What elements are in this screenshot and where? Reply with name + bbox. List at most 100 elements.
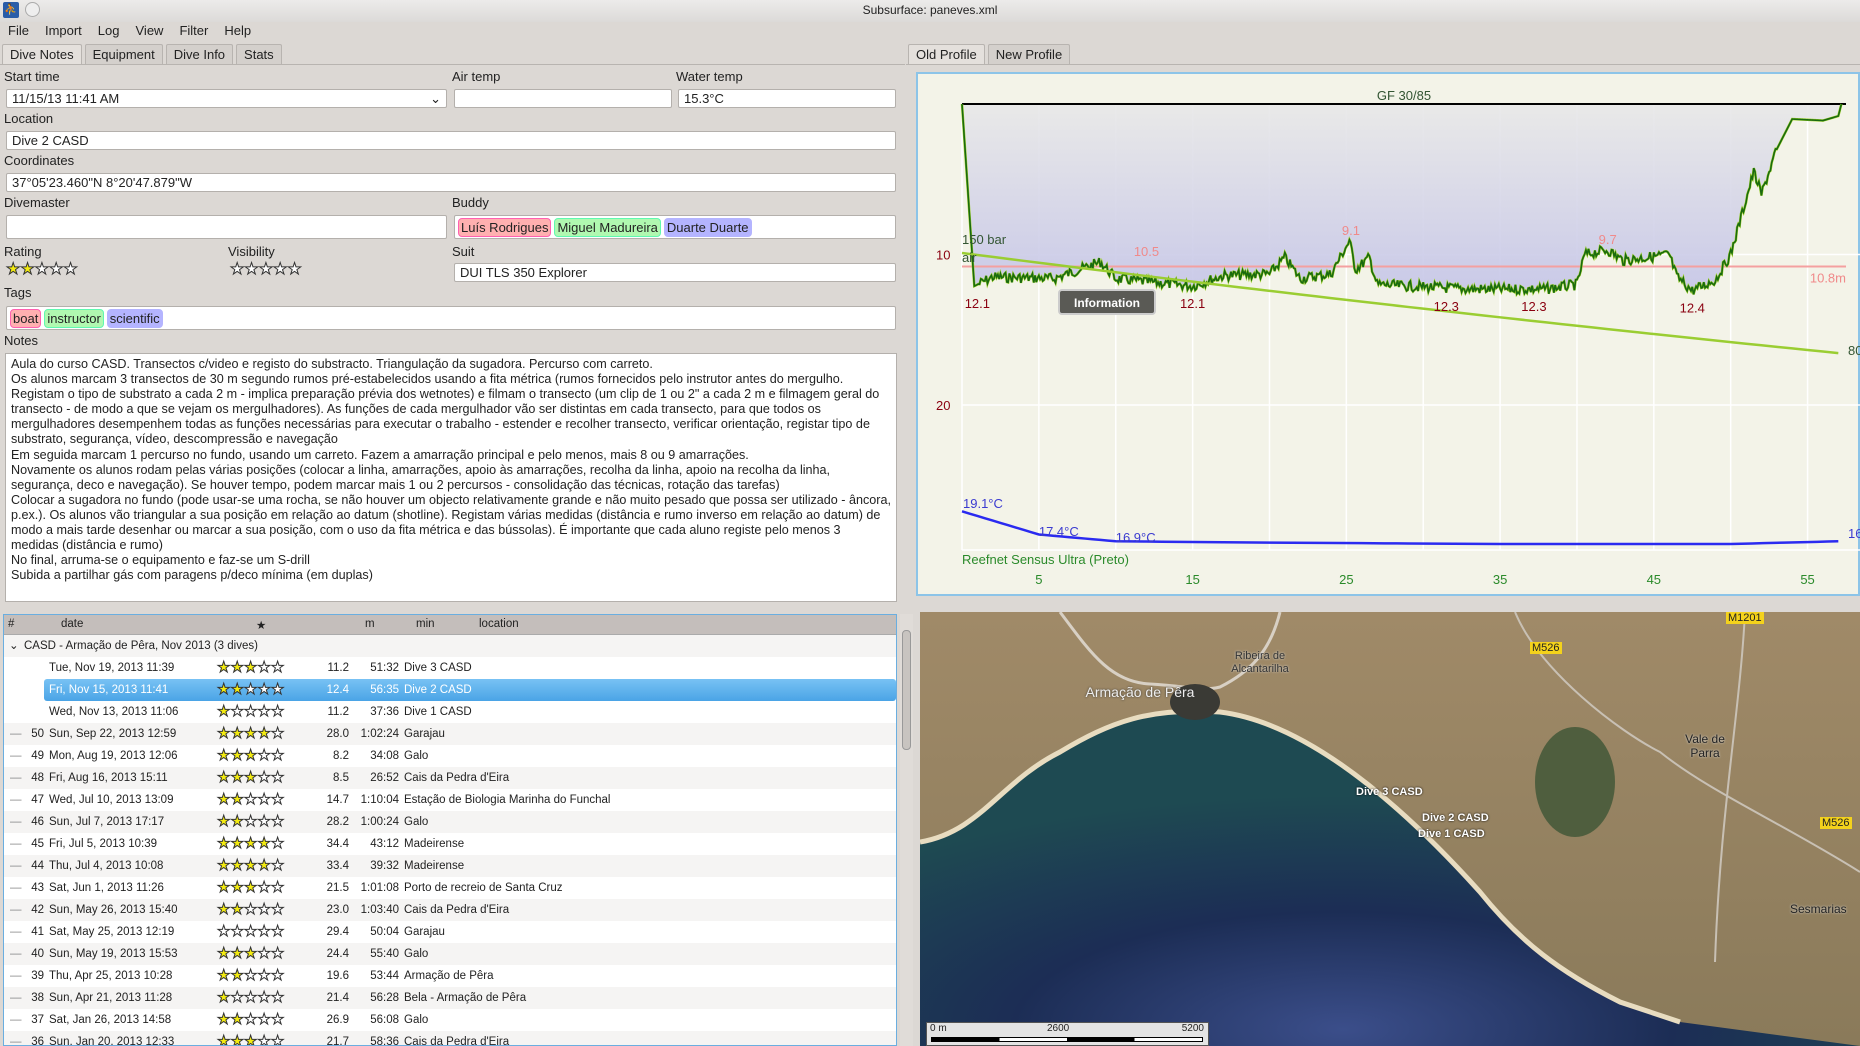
dive-row[interactable]: Fri, Nov 15, 2013 11:41 ★ ★ ★ ★ ★ 12.4 56:35… xyxy=(44,679,896,701)
dive-rating: ★ ★ ★ ★ ★ xyxy=(216,659,284,676)
dive-number: 42 xyxy=(31,904,44,916)
map-dive-marker[interactable]: Dive 1 CASD xyxy=(1418,828,1485,840)
visibility-stars[interactable]: ★★★★★ xyxy=(229,261,302,278)
dive-row[interactable]: Wed, Nov 13, 2013 11:06 ★ ★ ★ ★ ★ 11.2 37:36… xyxy=(4,701,896,723)
profile-svg: 10 20 10.8m GF 30/85 150 bar air 80 19.1°C 17.4°… xyxy=(936,88,1860,587)
menu-log[interactable]: Log xyxy=(97,23,120,38)
tags-field[interactable]: boat instructor scientific xyxy=(6,306,896,330)
menu-file[interactable]: File xyxy=(8,23,29,38)
column-number[interactable]: # xyxy=(8,618,15,630)
air-temp-field[interactable] xyxy=(454,89,672,108)
notes-label: Notes xyxy=(4,333,38,348)
tag-chip[interactable]: boat xyxy=(10,309,42,328)
column-location[interactable]: location xyxy=(479,618,519,630)
star-icon: ★ xyxy=(257,681,271,698)
menu-help[interactable]: Help xyxy=(224,23,252,38)
dive-list-header: # date ★ m min location xyxy=(4,615,896,635)
window-menu-button[interactable] xyxy=(25,2,40,17)
star-icon: ★ xyxy=(270,945,285,962)
map-dive-marker[interactable]: Dive 2 CASD xyxy=(1422,812,1489,824)
dive-date: Fri, Nov 15, 2013 11:41 xyxy=(49,684,169,696)
dive-location: Dive 2 CASD xyxy=(404,684,472,696)
device-label: Reefnet Sensus Ultra (Preto) xyxy=(962,552,1129,567)
dive-row[interactable]: — 42 Sun, May 26, 2013 15:40 ★ ★ ★ ★ ★ 23.0 … xyxy=(4,899,896,921)
dive-row[interactable]: — 39 Thu, Apr 25, 2013 10:28 ★ ★ ★ ★ ★ 19.6 … xyxy=(4,965,896,987)
chevron-down-icon[interactable]: ⌄ xyxy=(430,91,441,106)
star-icon: ★ xyxy=(270,835,285,852)
dive-row[interactable]: — 36 Sun, Jan 20, 2013 12:33 ★ ★ ★ ★ ★ 21.7 … xyxy=(4,1031,896,1045)
tag-chip[interactable]: instructor xyxy=(44,309,104,328)
star-icon: ★ xyxy=(243,747,258,764)
tab-old-profile[interactable]: Old Profile xyxy=(908,44,985,65)
tab-dive-info[interactable]: Dive Info xyxy=(165,44,234,65)
tab-stats[interactable]: Stats xyxy=(236,44,282,65)
buddy-chip[interactable]: Miguel Madureira xyxy=(554,218,661,237)
water-temp-field[interactable]: 15.3°C xyxy=(678,89,896,108)
dive-row[interactable]: — 45 Fri, Jul 5, 2013 10:39 ★ ★ ★ ★ ★ 34.4 4… xyxy=(4,833,896,855)
suit-field[interactable]: DUI TLS 350 Explorer xyxy=(454,263,896,282)
dive-row[interactable]: — 46 Sun, Jul 7, 2013 17:17 ★ ★ ★ ★ ★ 28.2 1… xyxy=(4,811,896,833)
column-duration[interactable]: min xyxy=(416,618,435,630)
dive-row[interactable]: — 49 Mon, Aug 19, 2013 12:06 ★ ★ ★ ★ ★ 8.2 3… xyxy=(4,745,896,767)
dive-map[interactable]: Armação de Pêra Ribeira de Alcantarilha … xyxy=(920,612,1860,1046)
dive-row[interactable]: — 44 Thu, Jul 4, 2013 10:08 ★ ★ ★ ★ ★ 33.4 3… xyxy=(4,855,896,877)
dive-duration: 1:10:04 xyxy=(360,794,399,806)
dive-row[interactable]: — 50 Sun, Sep 22, 2013 12:59 ★ ★ ★ ★ ★ 28.0 … xyxy=(4,723,896,745)
map-place-ribeira: Ribeira de Alcantarilha xyxy=(1231,650,1289,675)
star-icon: ★ xyxy=(230,857,244,874)
map-dive-marker[interactable]: Dive 3 CASD xyxy=(1356,786,1423,798)
tab-dive-notes[interactable]: Dive Notes xyxy=(2,44,82,65)
menu-filter[interactable]: Filter xyxy=(179,23,209,38)
dive-row[interactable]: Tue, Nov 19, 2013 11:39 ★ ★ ★ ★ ★ 11.2 51:32… xyxy=(4,657,896,679)
buddy-chip[interactable]: Luís Rodrigues xyxy=(458,218,552,237)
dive-depth: 28.0 xyxy=(326,728,349,740)
dive-row[interactable]: — 37 Sat, Jan 26, 2013 14:58 ★ ★ ★ ★ ★ 26.9 … xyxy=(4,1009,896,1031)
dive-number: 47 xyxy=(31,794,44,806)
menu-bar: File Import Log View Filter Help xyxy=(0,21,259,41)
dive-number: 48 xyxy=(31,772,44,784)
coordinates-field[interactable]: 37°05'23.460"N 8°20'47.879"W xyxy=(6,173,896,192)
dive-duration: 37:36 xyxy=(370,706,399,718)
notes-textarea[interactable]: Aula do curso CASD. Transectos c/video e… xyxy=(5,353,897,602)
menu-import[interactable]: Import xyxy=(44,23,82,38)
star-icon: ★ xyxy=(230,681,244,698)
dive-depth: 33.4 xyxy=(326,860,349,872)
temperature-label: 19.1°C xyxy=(963,496,1003,511)
star-icon: ★ xyxy=(216,857,231,874)
information-button-label[interactable]: Information xyxy=(1074,296,1140,310)
dive-row[interactable]: — 40 Sun, May 19, 2013 15:53 ★ ★ ★ ★ ★ 24.4 … xyxy=(4,943,896,965)
column-depth[interactable]: m xyxy=(365,618,375,630)
information-button[interactable]: Information xyxy=(1058,289,1156,315)
tree-branch: — xyxy=(10,838,22,850)
buddy-field[interactable]: Luís Rodrigues Miguel Madureira Duarte Dua… xyxy=(454,215,896,239)
dive-row[interactable]: — 43 Sat, Jun 1, 2013 11:26 ★ ★ ★ ★ ★ 21.5 1… xyxy=(4,877,896,899)
dive-row[interactable]: — 48 Fri, Aug 16, 2013 15:11 ★ ★ ★ ★ ★ 8.5 2… xyxy=(4,767,896,789)
buddy-chip[interactable]: Duarte Duarte xyxy=(663,218,752,237)
tab-equipment[interactable]: Equipment xyxy=(84,44,163,65)
tag-chip[interactable]: scientific xyxy=(106,309,163,328)
collapse-icon[interactable]: ⌄ xyxy=(9,640,19,652)
dive-row[interactable]: — 47 Wed, Jul 10, 2013 13:09 ★ ★ ★ ★ ★ 14.7 … xyxy=(4,789,896,811)
menu-view[interactable]: View xyxy=(135,23,164,38)
dive-list-scrollbar[interactable] xyxy=(900,614,913,1046)
column-date[interactable]: date xyxy=(61,618,84,630)
divemaster-field[interactable] xyxy=(6,215,447,239)
information-button-bg[interactable] xyxy=(1058,289,1156,315)
start-time-field[interactable]: 11/15/13 11:41 AM ⌄ xyxy=(6,89,447,108)
star-icon: ★ xyxy=(273,261,288,278)
dive-duration: 55:40 xyxy=(370,948,399,960)
dive-row[interactable]: — 41 Sat, May 25, 2013 12:19 ★ ★ ★ ★ ★ 29.4 … xyxy=(4,921,896,943)
star-icon: ★ xyxy=(230,879,244,896)
tab-new-profile[interactable]: New Profile xyxy=(987,44,1071,65)
dive-row[interactable]: — 38 Sun, Apr 21, 2013 11:28 ★ ★ ★ ★ ★ 21.4 … xyxy=(4,987,896,1009)
star-icon: ★ xyxy=(216,725,231,742)
location-field[interactable]: Dive 2 CASD xyxy=(6,131,896,150)
rating-stars[interactable]: ★★★★★ xyxy=(5,261,78,278)
dive-group-row[interactable]: ⌄ CASD - Armação de Pêra, Nov 2013 (3 div… xyxy=(4,635,896,657)
scrollbar-thumb[interactable] xyxy=(902,630,911,750)
star-icon: ★ xyxy=(270,747,285,764)
column-rating[interactable]: ★ xyxy=(256,620,267,632)
tree-branch: — xyxy=(10,772,22,784)
max-depth-label: 12.3 xyxy=(1521,299,1546,314)
dive-location: Galo xyxy=(404,948,429,960)
